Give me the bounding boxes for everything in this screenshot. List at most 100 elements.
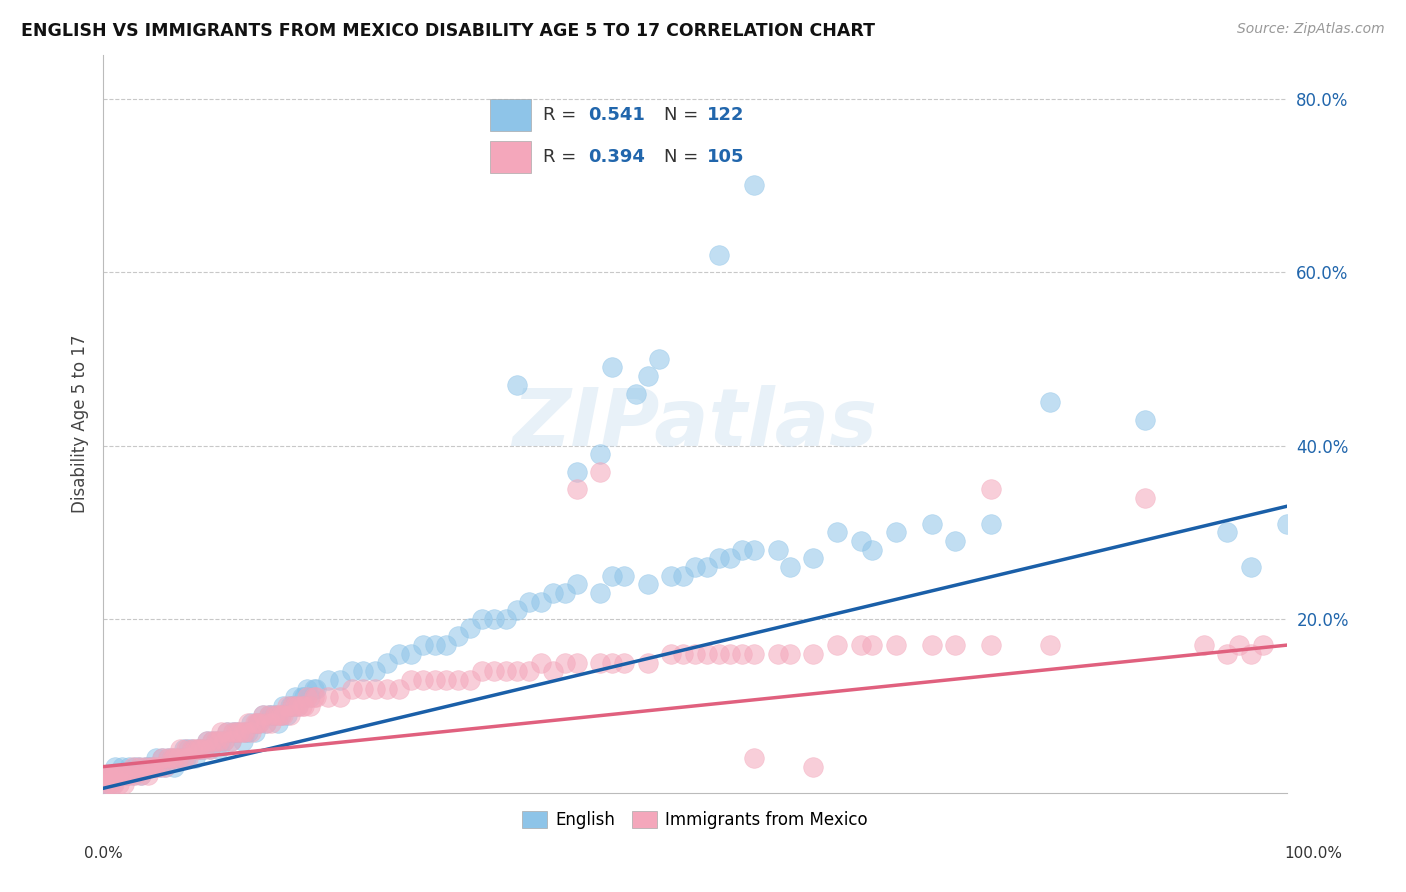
Point <box>98 768 121 782</box>
Point <box>471 612 494 626</box>
Point <box>180 742 202 756</box>
Point <box>177 751 200 765</box>
Point <box>114 777 136 791</box>
Point <box>94 768 117 782</box>
Point <box>118 768 141 782</box>
Point <box>1133 491 1156 505</box>
Point <box>291 690 314 705</box>
Point <box>423 638 446 652</box>
Point <box>860 638 883 652</box>
Point <box>305 681 328 696</box>
Point <box>980 638 1002 652</box>
Point <box>225 725 247 739</box>
Point <box>589 465 612 479</box>
Point <box>316 690 339 705</box>
Point <box>589 656 612 670</box>
Text: 0.394: 0.394 <box>588 148 645 166</box>
Point <box>236 716 259 731</box>
Point <box>825 525 848 540</box>
Point <box>600 568 623 582</box>
Point <box>124 759 146 773</box>
Point <box>482 664 505 678</box>
Point <box>353 664 375 678</box>
Point <box>260 707 283 722</box>
Point <box>980 516 1002 531</box>
Bar <box>491 141 530 173</box>
Point <box>801 759 824 773</box>
Point <box>100 777 122 791</box>
Point <box>217 725 239 739</box>
Point <box>115 768 138 782</box>
Point <box>305 690 328 705</box>
Point <box>232 725 254 739</box>
Point <box>276 698 298 713</box>
Legend: English, Immigrants from Mexico: English, Immigrants from Mexico <box>515 805 875 836</box>
Point <box>193 742 215 756</box>
Point <box>731 647 754 661</box>
Point <box>718 647 741 661</box>
Text: Source: ZipAtlas.com: Source: ZipAtlas.com <box>1237 22 1385 37</box>
Point <box>256 716 278 731</box>
Point <box>157 751 180 765</box>
Point <box>184 742 207 756</box>
Point <box>364 664 387 678</box>
Point <box>447 630 470 644</box>
Text: 122: 122 <box>707 106 744 124</box>
Point <box>208 742 231 756</box>
Text: ZIPatlas: ZIPatlas <box>512 384 877 463</box>
Point <box>97 768 120 782</box>
Point <box>1240 647 1263 661</box>
Point <box>174 751 197 765</box>
Point <box>849 534 872 549</box>
Point <box>184 751 207 765</box>
Point <box>153 759 176 773</box>
Point <box>302 690 325 705</box>
Point <box>329 690 352 705</box>
Point <box>287 698 309 713</box>
Point <box>98 768 121 782</box>
Point <box>1240 560 1263 574</box>
Point <box>169 742 191 756</box>
Point <box>388 647 411 661</box>
Point <box>707 551 730 566</box>
Point <box>129 768 152 782</box>
Point <box>98 777 121 791</box>
Point <box>247 716 270 731</box>
Point <box>247 716 270 731</box>
Point <box>104 768 127 782</box>
Point <box>204 733 226 747</box>
Point <box>101 768 124 782</box>
Point <box>252 707 274 722</box>
Point <box>211 733 233 747</box>
Point <box>252 707 274 722</box>
Point <box>340 681 363 696</box>
Point <box>292 690 315 705</box>
Point <box>299 690 322 705</box>
Point <box>270 707 292 722</box>
Point <box>97 768 120 782</box>
Point <box>134 759 156 773</box>
Point <box>399 673 422 687</box>
Point <box>98 777 121 791</box>
Point <box>243 716 266 731</box>
Point <box>375 681 398 696</box>
Point <box>495 612 517 626</box>
Point <box>129 768 152 782</box>
Point <box>96 768 118 782</box>
Point <box>188 742 211 756</box>
Point <box>589 447 612 461</box>
Point <box>193 742 215 756</box>
Point <box>565 656 588 670</box>
Point <box>434 673 457 687</box>
Point <box>157 751 180 765</box>
Point <box>860 542 883 557</box>
Point <box>458 673 481 687</box>
Point <box>136 768 159 782</box>
Point <box>1039 638 1062 652</box>
Point <box>707 647 730 661</box>
Point <box>801 647 824 661</box>
Point <box>233 725 256 739</box>
Point <box>101 777 124 791</box>
Point <box>136 759 159 773</box>
Point <box>707 248 730 262</box>
